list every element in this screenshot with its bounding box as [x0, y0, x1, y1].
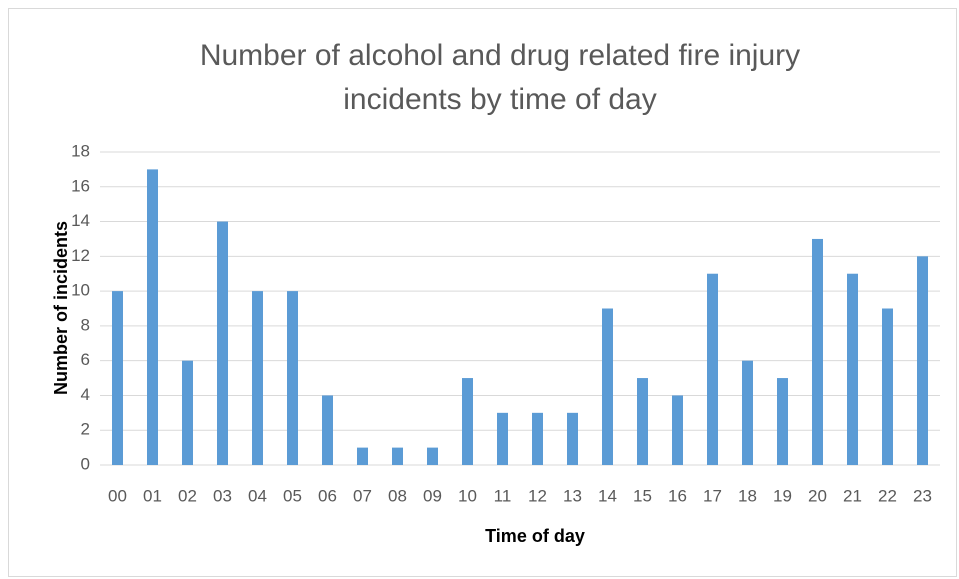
chart-border: [8, 8, 957, 577]
x-tick-label: 18: [738, 486, 757, 505]
y-tick-label: 0: [81, 454, 90, 473]
bar: [532, 412, 543, 465]
bar: [602, 308, 613, 465]
bar: [287, 291, 298, 465]
y-tick-label: 12: [71, 246, 90, 265]
x-tick-label: 15: [633, 486, 652, 505]
y-axis-title: Number of incidents: [51, 221, 71, 395]
bar: [777, 378, 788, 465]
x-tick-label: 12: [528, 486, 547, 505]
bar: [252, 291, 263, 465]
y-tick-label: 8: [81, 315, 90, 334]
x-tick-label: 01: [143, 486, 162, 505]
bar: [672, 395, 683, 465]
y-tick-label: 16: [71, 176, 90, 195]
y-tick-label: 4: [81, 385, 90, 404]
bar: [637, 378, 648, 465]
y-tick-label: 10: [71, 281, 90, 300]
bar: [217, 221, 228, 465]
x-tick-label: 22: [878, 486, 897, 505]
bar: [182, 360, 193, 465]
x-tick-label: 11: [494, 486, 512, 505]
x-tick-label: 17: [703, 486, 722, 505]
x-tick-label: 20: [808, 486, 827, 505]
bar: [742, 360, 753, 465]
bar: [812, 238, 823, 465]
bar: [322, 395, 333, 465]
y-tick-label: 2: [81, 420, 90, 439]
bar: [567, 412, 578, 465]
x-tick-label: 09: [423, 486, 442, 505]
bar: [707, 273, 718, 465]
bar: [427, 447, 438, 465]
x-tick-label: 00: [108, 486, 127, 505]
x-tick-label: 13: [563, 486, 582, 505]
x-tick-label: 16: [668, 486, 687, 505]
x-tick-label: 07: [353, 486, 372, 505]
x-tick-label: 23: [913, 486, 932, 505]
x-tick-label: 06: [318, 486, 337, 505]
bar: [392, 447, 403, 465]
bar: [847, 273, 858, 465]
x-tick-label: 21: [843, 486, 862, 505]
x-tick-label: 19: [773, 486, 792, 505]
x-tick-label: 05: [283, 486, 302, 505]
bar: [112, 291, 123, 465]
bar: [462, 378, 473, 465]
bar: [917, 256, 928, 465]
y-tick-label: 18: [71, 141, 90, 160]
bar: [882, 308, 893, 465]
y-tick-label: 6: [81, 350, 90, 369]
x-tick-label: 02: [178, 486, 197, 505]
x-tick-label: 08: [388, 486, 407, 505]
x-axis-title: Time of day: [485, 526, 585, 546]
bar: [497, 412, 508, 465]
bar: [357, 447, 368, 465]
x-tick-label: 10: [458, 486, 477, 505]
x-tick-label: 14: [598, 486, 617, 505]
x-tick-label: 04: [248, 486, 267, 505]
y-tick-label: 14: [71, 211, 90, 230]
bar: [147, 169, 158, 465]
chart-title: Number of alcohol and drug related fire …: [199, 39, 801, 116]
x-tick-label: 03: [213, 486, 232, 505]
